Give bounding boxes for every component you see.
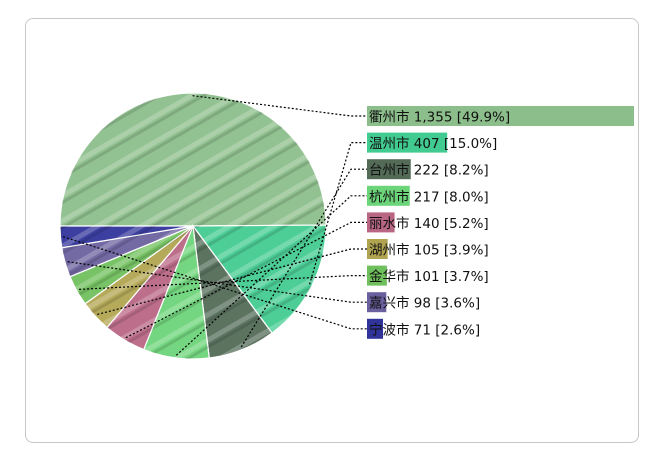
leader-line-5 <box>97 248 367 316</box>
leader-line-2 <box>240 168 367 348</box>
pie-slice-texture-3 <box>143 226 210 359</box>
pie-slice-texture-4 <box>106 226 193 350</box>
pie-slice-texture-8 <box>60 226 193 248</box>
pie-slice-texture-2 <box>193 226 273 359</box>
leader-lines <box>62 95 367 356</box>
leader-line-3 <box>175 195 367 356</box>
legend-bar-4 <box>367 212 395 233</box>
pie-slice-texture-0 <box>60 92 326 226</box>
legend-label-7: 嘉兴市 98 [3.6%] <box>369 295 480 312</box>
legend-label-1: 温州市 407 [15.0%] <box>369 135 497 152</box>
legend-label-0: 衢州市 1,355 [49.9%] <box>369 109 510 126</box>
legend-bar-3 <box>367 185 410 206</box>
legend-bar-0 <box>367 106 634 126</box>
legend-label-6: 金华市 101 [3.7%] <box>369 268 489 285</box>
legend-bar-6 <box>367 265 387 286</box>
legend-bar-5 <box>367 239 388 259</box>
legend-label-8: 宁波市 71 [2.6%] <box>369 321 480 338</box>
legend-bar-1 <box>367 132 448 153</box>
legend-label-4: 丽水市 140 [5.2%] <box>369 215 489 232</box>
legend-bar-2 <box>367 159 411 180</box>
legend-label-5: 湖州市 105 [3.9%] <box>369 242 489 259</box>
leader-line-0 <box>192 95 367 117</box>
leader-line-8 <box>62 236 367 330</box>
legend-label-3: 杭州市 217 [8.0%] <box>369 188 489 205</box>
legend-label-2: 台州市 222 [8.2%] <box>369 162 489 179</box>
pie-slice-texture-5 <box>85 226 193 328</box>
leader-line-6 <box>79 275 367 290</box>
legend-bar-7 <box>367 292 387 313</box>
pie-slice-texture-7 <box>61 226 193 277</box>
leader-line-4 <box>125 221 367 339</box>
legend: 衢州市 1,355 [49.9%] 温州市 407 [15.0%] 台州市 222 … <box>367 106 634 339</box>
pie-slices <box>59 92 327 360</box>
pie-slice-texture-6 <box>70 226 193 304</box>
leader-line-7 <box>67 261 367 303</box>
legend-bar-8 <box>367 318 383 339</box>
